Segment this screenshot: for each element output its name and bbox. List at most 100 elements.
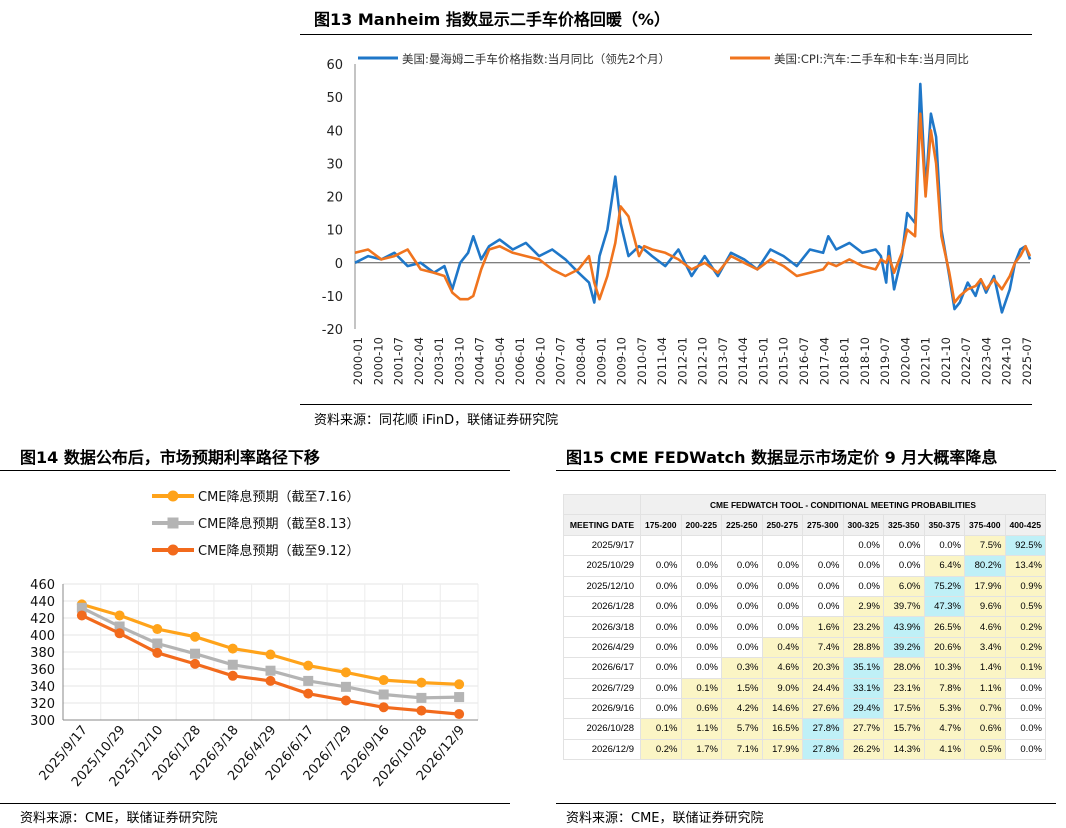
probability-cell: 6.4% — [923, 555, 965, 577]
meeting-date-cell: 2026/3/18 — [563, 616, 641, 638]
probability-cell: 29.4% — [842, 697, 884, 720]
fig14-chart: 3003203403603804004204404602025/9/172025… — [30, 489, 479, 790]
probability-cell: 0.0% — [640, 697, 682, 720]
probability-cell: 17.9% — [761, 738, 803, 761]
probability-cell: 16.5% — [761, 718, 803, 740]
probability-cell: 0.0% — [883, 534, 925, 557]
table-row: 2026/6/17 0.0% 0.0% 0.3% 4.6% 20.3% 35.1% 28.0%… — [563, 657, 1046, 679]
probability-cell — [761, 534, 803, 557]
x-tick-label: 2005-04 — [493, 337, 507, 385]
rate-range-header: 400-425 — [1004, 514, 1046, 536]
fig13-bottom-rule — [300, 404, 1032, 405]
probability-cell: 0.2% — [1004, 636, 1046, 659]
probability-cell: 26.2% — [842, 738, 884, 761]
table-row: 2026/7/29 0.0% 0.1% 1.5% 9.0% 24.4% 33.1% 23.1%… — [563, 677, 1046, 699]
probability-cell: 2.9% — [842, 595, 884, 618]
probability-cell: 0.5% — [964, 738, 1006, 761]
x-tick-label: 2008-04 — [574, 337, 588, 385]
probability-cell: 0.0% — [680, 555, 722, 577]
probability-cell: 0.0% — [680, 657, 722, 679]
probability-cell: 35.1% — [842, 657, 884, 679]
probability-cell: 4.1% — [923, 738, 965, 761]
probability-cell: 0.0% — [761, 575, 803, 597]
series-point-2 — [416, 692, 427, 703]
probability-cell: 14.3% — [883, 738, 925, 761]
rate-range-header: 200-225 — [680, 514, 722, 536]
y-tick-label: 60 — [326, 58, 343, 73]
x-tick-label: 2007-07 — [554, 337, 568, 385]
fig13-chart: -20 -10 0 10 20 30 40 50 60 2000-01 2000-10 2001-07… — [322, 52, 1034, 385]
meeting-date-cell: 2026/12/9 — [563, 738, 641, 761]
rate-range-header: 325-350 — [883, 514, 925, 536]
probability-cell: 0.0% — [680, 636, 722, 659]
probability-cell: 0.7% — [964, 697, 1006, 720]
x-tick-label: 2003-10 — [452, 337, 466, 385]
probability-cell: 0.0% — [842, 534, 884, 557]
probability-cell: 7.4% — [802, 636, 844, 659]
x-tick-label: 2006-01 — [513, 337, 527, 385]
series-point-3 — [114, 628, 125, 639]
fedwatch-table: CME FEDWATCH TOOL - CONDITIONAL MEETING … — [563, 493, 1046, 761]
legend-label-2: CME降息预期（截至8.13） — [198, 516, 359, 532]
probability-cell: 0.0% — [680, 595, 722, 618]
x-tick-label: 2015-01 — [756, 337, 770, 385]
x-tick-label: 2018-01 — [838, 337, 852, 385]
y-tick-label: 400 — [30, 629, 55, 644]
x-tick-label: 2014-04 — [736, 337, 750, 385]
y-tick-label: 0 — [335, 257, 343, 272]
series-point-3 — [378, 702, 389, 713]
legend-marker-1 — [167, 490, 179, 502]
series-line-1 — [354, 82, 1032, 314]
legend-label-3: CME降息预期（截至9.12） — [198, 543, 359, 559]
probability-cell: 13.4% — [1004, 555, 1046, 577]
probability-cell: 75.2% — [923, 575, 965, 597]
probability-cell: 0.0% — [640, 575, 682, 597]
probability-cell: 4.6% — [964, 616, 1006, 638]
y-tick-label: 380 — [30, 646, 55, 661]
x-tick-label: 2021-10 — [939, 337, 953, 385]
fig14-bottom-rule — [0, 803, 510, 804]
probability-cell: 0.0% — [640, 657, 682, 679]
table-row: 2026/9/16 0.0% 0.6% 4.2% 14.6% 27.6% 29.4% 17.5… — [563, 697, 1046, 720]
meeting-date-cell: 2025/10/29 — [563, 555, 641, 577]
probability-cell: 0.0% — [761, 555, 803, 577]
series-point-3 — [340, 695, 351, 706]
probability-cell: 0.0% — [923, 534, 965, 557]
series-point-3 — [76, 610, 87, 621]
probability-cell: 27.7% — [842, 718, 884, 740]
probability-cell — [802, 534, 844, 557]
probability-cell: 0.0% — [1004, 718, 1046, 740]
probability-cell: 1.5% — [721, 677, 763, 699]
series-point-1 — [227, 643, 238, 654]
fedwatch-corner — [563, 493, 641, 516]
series-line-2 — [354, 112, 1032, 304]
probability-cell: 26.5% — [923, 616, 965, 638]
x-tick-label: 2001-07 — [392, 337, 406, 385]
probability-cell: 27.8% — [802, 718, 844, 740]
y-tick-label: 10 — [326, 224, 343, 239]
series-point-2 — [190, 648, 201, 659]
probability-cell: 0.0% — [721, 636, 763, 659]
series-point-1 — [265, 649, 276, 660]
probability-cell: 5.7% — [721, 718, 763, 740]
table-row: 2025/10/29 0.0% 0.0% 0.0% 0.0% 0.0% 0.0% 0.0% 6.… — [563, 555, 1046, 577]
table-row: 2026/4/29 0.0% 0.0% 0.0% 0.4% 7.4% 28.8% 39.2% 2… — [563, 636, 1046, 659]
series-point-1 — [190, 631, 201, 642]
x-tick-label: 2012-01 — [675, 337, 689, 385]
y-tick-label: 300 — [30, 714, 55, 729]
series-point-2 — [114, 621, 125, 632]
series-point-1 — [378, 675, 389, 686]
y-tick-label: 460 — [30, 578, 55, 593]
y-tick-label: 30 — [326, 157, 343, 172]
meeting-date-header: MEETING DATE — [563, 514, 641, 536]
probability-cell: 9.0% — [761, 677, 803, 699]
probability-cell: 0.9% — [1004, 575, 1046, 597]
probability-cell: 0.0% — [640, 595, 682, 618]
table-row: 2025/9/17 0.0% 0.0% 0.0% 7.5% 92.5% — [563, 534, 1046, 557]
legend-label-1: 美国:曼海姆二手车价格指数:当月同比（领先2个月） — [402, 52, 670, 66]
probability-cell: 15.7% — [883, 718, 925, 740]
probability-cell: 6.0% — [883, 575, 925, 597]
meeting-date-cell: 2025/9/17 — [563, 534, 641, 557]
x-tick-label: 2002-04 — [412, 337, 426, 385]
series-point-3 — [454, 709, 465, 720]
